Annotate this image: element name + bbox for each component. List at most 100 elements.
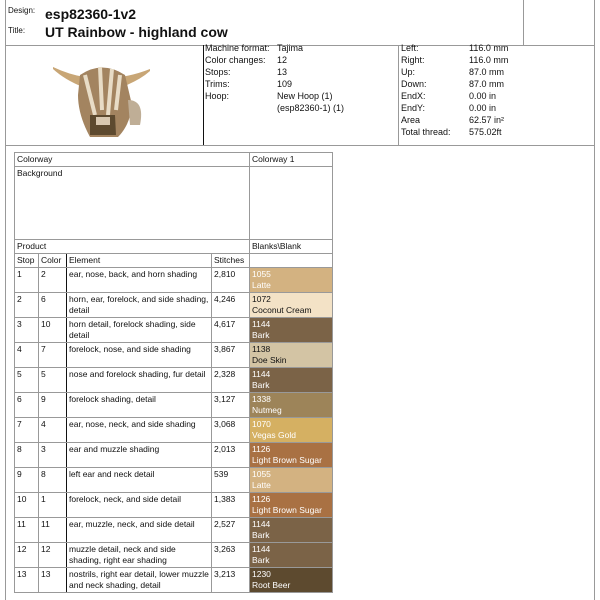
thread-name: Bark — [252, 530, 270, 540]
info-value: 12 — [277, 55, 288, 65]
stitches-cell: 3,127 — [211, 392, 250, 418]
info-label: Area — [401, 115, 421, 125]
color-cell: 12 — [38, 542, 67, 568]
info-row: Left: 116.0 mm — [401, 42, 591, 54]
color-cell: 6 — [38, 292, 67, 318]
stop-cell: 12 — [14, 542, 39, 568]
thread-name: Bark — [252, 330, 270, 340]
thread-code: 1072 — [252, 294, 271, 304]
stitches-cell: 3,867 — [211, 342, 250, 368]
product-value: Blanks\Blank — [249, 239, 333, 254]
design-preview-image — [53, 66, 150, 137]
table-row: 4 7 forelock, nose, and side shading 3,8… — [14, 342, 333, 368]
thread-name: Light Brown Sugar — [252, 505, 322, 515]
info-value: 62.57 in² — [469, 115, 505, 125]
info-label: Down: — [401, 79, 427, 89]
thread-name: Coconut Cream — [252, 305, 312, 315]
thread-swatch: 1070 Vegas Gold — [249, 417, 333, 443]
table-row: 5 5 nose and forelock shading, fur detai… — [14, 367, 333, 393]
info-divider-1 — [203, 45, 204, 145]
color-cell: 9 — [38, 392, 67, 418]
info-value: 13 — [277, 67, 288, 77]
thread-code: 1055 — [252, 469, 271, 479]
thread-name: Vegas Gold — [252, 430, 296, 440]
info-value: 116.0 mm — [469, 43, 509, 53]
table-row: 12 12 muzzle detail, neck and side shadi… — [14, 542, 333, 568]
thread-name: Root Beer — [252, 580, 291, 590]
stitches-cell: 2,810 — [211, 267, 250, 293]
page-border-right — [594, 0, 595, 600]
info-value: 116.0 mm — [469, 55, 509, 65]
info-row: Total thread: 575.02ft — [401, 126, 591, 138]
page-border-left — [5, 0, 6, 600]
thread-code: 1144 — [252, 544, 271, 554]
stop-cell: 13 — [14, 567, 39, 593]
color-cell: 1 — [38, 492, 67, 518]
thread-swatch: 1138 Doe Skin — [249, 342, 333, 368]
info-label: Machine format: — [205, 43, 270, 53]
thread-code: 1126 — [252, 494, 271, 504]
thread-swatch: 1144 Bark — [249, 317, 333, 343]
column-header: Color — [38, 253, 67, 268]
thread-name: Bark — [252, 380, 270, 390]
thread-code: 1338 — [252, 394, 271, 404]
color-cell: 3 — [38, 442, 67, 468]
color-cell: 4 — [38, 417, 67, 443]
thread-swatch: 1055 Latte — [249, 467, 333, 493]
color-cell: 10 — [38, 317, 67, 343]
title-label: Title: — [8, 26, 26, 35]
element-cell: ear, nose, back, and horn shading — [66, 267, 212, 293]
thread-code: 1144 — [252, 319, 271, 329]
thread-swatch: 1126 Light Brown Sugar — [249, 442, 333, 468]
info-row: Area 62.57 in² — [401, 114, 591, 126]
info-row: EndX: 0.00 in — [401, 90, 591, 102]
thread-swatch: 1338 Nutmeg — [249, 392, 333, 418]
info-row: Machine format: Tajima — [205, 42, 395, 54]
info-label: Stops: — [205, 67, 231, 77]
table-row: 6 9 forelock shading, detail 3,127 1338 N… — [14, 392, 333, 418]
info-label: Hoop: — [205, 91, 230, 101]
info-row: Down: 87.0 mm — [401, 78, 591, 90]
element-cell: horn detail, forelock shading, side deta… — [66, 317, 212, 343]
thread-swatch: 1144 Bark — [249, 367, 333, 393]
info-label: Total thread: — [401, 127, 451, 137]
design-label: Design: — [8, 6, 36, 15]
color-cell: 11 — [38, 517, 67, 543]
element-cell: left ear and neck detail — [66, 467, 212, 493]
stop-cell: 9 — [14, 467, 39, 493]
stitches-cell: 2,527 — [211, 517, 250, 543]
info-label: Trims: — [205, 79, 230, 89]
stitches-cell: 3,068 — [211, 417, 250, 443]
info-label: Color changes: — [205, 55, 266, 65]
thread-code: 1144 — [252, 519, 271, 529]
info-row: Color changes: 12 — [205, 54, 395, 66]
info-row: Hoop: New Hoop (1) (esp82360-1) (1) — [205, 90, 395, 114]
column-header: Stitches — [211, 253, 250, 268]
info-row: Right: 116.0 mm — [401, 54, 591, 66]
background-value — [249, 166, 333, 240]
thread-name: Light Brown Sugar — [252, 455, 322, 465]
product-label: Product — [14, 239, 250, 254]
info-value: Tajima — [277, 43, 304, 53]
info-label: Left: — [401, 43, 419, 53]
color-cell: 7 — [38, 342, 67, 368]
table-row: 9 8 left ear and neck detail 539 1055 Lat… — [14, 467, 333, 493]
stop-cell: 2 — [14, 292, 39, 318]
stop-cell: 11 — [14, 517, 39, 543]
info-value: 0.00 in — [469, 91, 497, 101]
info-row: Stops: 13 — [205, 66, 395, 78]
element-cell: forelock, nose, and side shading — [66, 342, 212, 368]
thread-code: 1070 — [252, 419, 271, 429]
column-header: Stop — [14, 253, 39, 268]
stitches-cell: 3,213 — [211, 567, 250, 593]
color-cell: 13 — [38, 567, 67, 593]
stop-cell: 1 — [14, 267, 39, 293]
colorway-label: Colorway — [14, 152, 250, 167]
info-value: 87.0 mm — [469, 67, 505, 77]
info-value: 109 — [277, 79, 293, 89]
color-cell: 2 — [38, 267, 67, 293]
color-cell: 5 — [38, 367, 67, 393]
background-label: Background — [14, 166, 250, 240]
table-row: 8 3 ear and muzzle shading 2,013 1126 Lig… — [14, 442, 333, 468]
stop-cell: 3 — [14, 317, 39, 343]
